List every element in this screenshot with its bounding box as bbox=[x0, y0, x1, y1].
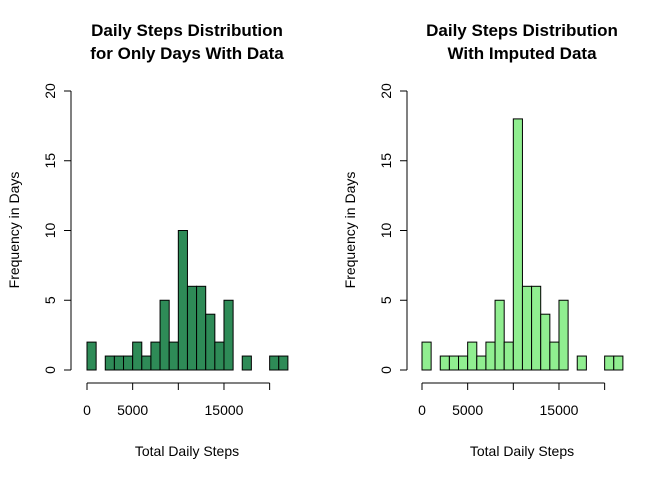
histogram-bar bbox=[613, 355, 624, 371]
histogram-bar bbox=[177, 230, 188, 371]
x-axis-label: Total Daily Steps bbox=[135, 443, 239, 459]
chart-title-line-1: Daily Steps Distribution bbox=[91, 21, 283, 40]
histogram-bar bbox=[521, 285, 533, 371]
histogram-bar bbox=[421, 341, 432, 371]
x-tick-label: 15000 bbox=[205, 402, 244, 418]
histogram-bar bbox=[503, 341, 514, 371]
histogram-bar bbox=[86, 341, 97, 371]
y-tick-label: 5 bbox=[378, 296, 394, 304]
histogram-bar bbox=[531, 285, 542, 371]
histogram-bar bbox=[104, 355, 115, 371]
y-tick-label: 10 bbox=[42, 223, 58, 239]
histogram-bar bbox=[458, 355, 469, 371]
y-tick-label: 20 bbox=[42, 83, 58, 99]
x-tick-label: 0 bbox=[418, 402, 426, 418]
chart-title-line-2: With Imputed Data bbox=[447, 44, 597, 63]
chart-title-line-1: Daily Steps Distribution bbox=[426, 21, 618, 40]
histogram-bar bbox=[485, 341, 496, 371]
histogram-bar bbox=[159, 299, 170, 371]
y-tick-label: 0 bbox=[378, 366, 394, 374]
histogram-bar bbox=[558, 299, 569, 371]
y-tick-label: 20 bbox=[378, 83, 394, 99]
histogram-bar bbox=[467, 341, 478, 371]
y-tick-label: 5 bbox=[42, 296, 58, 304]
y-tick-label: 15 bbox=[378, 153, 394, 169]
y-axis: 0 5 10 15 20 bbox=[378, 83, 408, 374]
histogram-bar bbox=[439, 355, 450, 371]
histogram-bar bbox=[512, 118, 523, 371]
bars bbox=[86, 230, 289, 371]
histogram-bar bbox=[494, 299, 505, 371]
histogram-bar bbox=[269, 355, 280, 371]
x-axis: 0 5000 15000 bbox=[418, 382, 606, 418]
bars bbox=[421, 118, 624, 371]
histogram-bar bbox=[223, 299, 234, 371]
histogram-bar bbox=[540, 313, 551, 371]
histogram-bar bbox=[150, 341, 161, 371]
histogram-bar bbox=[205, 313, 216, 371]
y-tick-label: 0 bbox=[42, 366, 58, 374]
y-tick-label: 15 bbox=[42, 153, 58, 169]
histogram-bar bbox=[132, 341, 143, 371]
histogram-bar bbox=[549, 341, 560, 371]
histogram-bar bbox=[123, 355, 134, 371]
x-tick-label: 15000 bbox=[540, 402, 579, 418]
histogram-bar bbox=[113, 355, 125, 371]
histogram-bar bbox=[241, 355, 252, 371]
histogram-bar bbox=[214, 341, 225, 371]
x-axis-label: Total Daily Steps bbox=[470, 443, 574, 459]
histogram-bar bbox=[186, 285, 198, 371]
histogram-bar bbox=[196, 285, 207, 371]
x-tick-label: 5000 bbox=[452, 402, 483, 418]
x-tick-label: 5000 bbox=[117, 402, 148, 418]
histogram-bar bbox=[576, 355, 587, 371]
histogram-panel-observed: Daily Steps Distribution for Only Days W… bbox=[6, 21, 289, 459]
histogram-bar bbox=[448, 355, 460, 371]
x-axis: 0 5000 15000 bbox=[83, 382, 271, 418]
y-axis-label: Frequency in Days bbox=[6, 172, 22, 289]
histogram-bar bbox=[141, 355, 152, 371]
histogram-bar bbox=[604, 355, 615, 371]
histogram-bar bbox=[476, 355, 487, 371]
y-tick-label: 10 bbox=[378, 223, 394, 239]
histogram-bar bbox=[168, 341, 179, 371]
x-tick-label: 0 bbox=[83, 402, 91, 418]
histogram-bar bbox=[278, 355, 289, 371]
y-axis-label: Frequency in Days bbox=[342, 172, 358, 289]
y-axis: 0 5 10 15 20 bbox=[42, 83, 72, 374]
histogram-panel-imputed: Daily Steps Distribution With Imputed Da… bbox=[342, 21, 624, 459]
chart-title-line-2: for Only Days With Data bbox=[90, 44, 284, 63]
